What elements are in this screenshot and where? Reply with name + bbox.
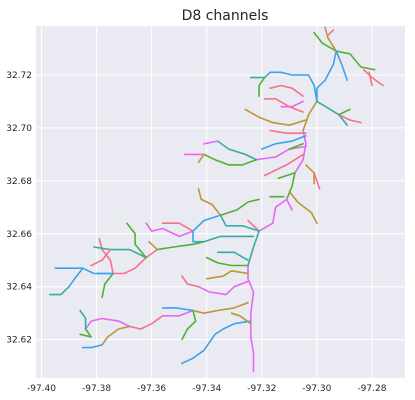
channel-line xyxy=(255,145,307,161)
channel-line xyxy=(230,312,252,325)
channel-line xyxy=(335,50,349,82)
x-axis-ticks: -97.40 -97.38 -97.36 -97.34 -97.32 -97.30 -97.… xyxy=(27,384,387,394)
channel-line xyxy=(247,230,260,267)
channel-line xyxy=(79,328,92,338)
grid-lines xyxy=(36,26,405,378)
channel-line xyxy=(126,222,147,259)
channel-line xyxy=(269,84,304,97)
channel-line xyxy=(112,248,158,275)
channel-line xyxy=(263,153,304,177)
channel-line xyxy=(269,129,307,134)
channel-line xyxy=(302,100,318,132)
channel-line xyxy=(203,235,255,243)
channel-line xyxy=(338,113,362,124)
channel-line xyxy=(203,153,258,166)
y-tick-label: 32.70 xyxy=(6,124,32,134)
channel-line xyxy=(79,309,87,330)
channel-line xyxy=(161,309,194,317)
channel-line xyxy=(197,153,205,164)
channel-line xyxy=(335,50,376,71)
x-tick-label: -97.30 xyxy=(302,384,331,394)
y-tick-label: 32.68 xyxy=(6,177,32,187)
channel-line xyxy=(101,325,131,346)
y-tick-label: 32.62 xyxy=(6,336,32,346)
channel-line xyxy=(192,214,222,232)
channel-line xyxy=(258,198,288,232)
y-tick-label: 32.72 xyxy=(6,71,32,81)
x-tick-label: -97.36 xyxy=(137,384,166,394)
channel-line xyxy=(148,240,158,251)
channel-line xyxy=(197,188,222,216)
channel-line xyxy=(316,50,338,103)
channel-line xyxy=(247,219,260,232)
channel-line xyxy=(84,317,131,330)
y-axis-ticks: 32.62 32.64 32.66 32.68 32.70 32.72 xyxy=(6,71,32,346)
x-tick-label: -97.40 xyxy=(27,384,56,394)
y-tick-label: 32.64 xyxy=(6,283,32,293)
channel-line xyxy=(244,108,307,126)
channel-line xyxy=(285,198,293,211)
channel-line xyxy=(197,280,249,296)
channel-line xyxy=(161,222,194,232)
channel-line xyxy=(247,264,255,373)
channel-line xyxy=(263,71,318,103)
channel-line xyxy=(101,272,114,299)
channel-line xyxy=(205,256,249,267)
channel-lines xyxy=(48,26,384,373)
channel-line xyxy=(277,172,296,179)
channel-line xyxy=(258,76,266,97)
channel-line xyxy=(263,98,304,113)
channel-line xyxy=(368,71,373,87)
channel-line xyxy=(338,108,351,116)
channel-line xyxy=(192,301,249,315)
channel-line xyxy=(219,198,260,216)
channel-line xyxy=(216,251,249,262)
channel-line xyxy=(192,230,205,243)
x-tick-label: -97.28 xyxy=(357,384,386,394)
channel-line xyxy=(260,135,307,150)
channel-line xyxy=(181,309,197,341)
channel-line xyxy=(48,285,70,296)
channel-line xyxy=(288,190,318,224)
chart-title: D8 channels xyxy=(182,8,269,24)
channel-line xyxy=(280,100,304,108)
channel-line xyxy=(145,222,194,238)
channel-line xyxy=(181,320,252,365)
channel-line xyxy=(128,314,164,330)
channel-line xyxy=(288,143,304,150)
channel-line xyxy=(205,269,249,280)
channel-line xyxy=(216,140,258,161)
channel-line xyxy=(285,172,296,201)
channel-line xyxy=(156,240,205,251)
channel-line xyxy=(313,172,321,190)
channel-line xyxy=(93,246,147,259)
channel-line xyxy=(313,31,338,52)
channel-line xyxy=(161,307,194,312)
x-tick-label: -97.32 xyxy=(247,384,276,394)
x-tick-label: -97.38 xyxy=(82,384,111,394)
channel-line xyxy=(90,248,112,267)
channel-line xyxy=(181,275,200,288)
channel-line xyxy=(327,29,335,37)
channel-line xyxy=(219,214,260,232)
channel-line xyxy=(82,344,103,349)
plot-background xyxy=(36,26,405,378)
x-tick-label: -97.34 xyxy=(192,384,221,394)
channel-line xyxy=(203,140,219,145)
channel-line xyxy=(362,68,384,87)
y-tick-label: 32.66 xyxy=(6,230,32,240)
channel-line xyxy=(324,26,338,52)
